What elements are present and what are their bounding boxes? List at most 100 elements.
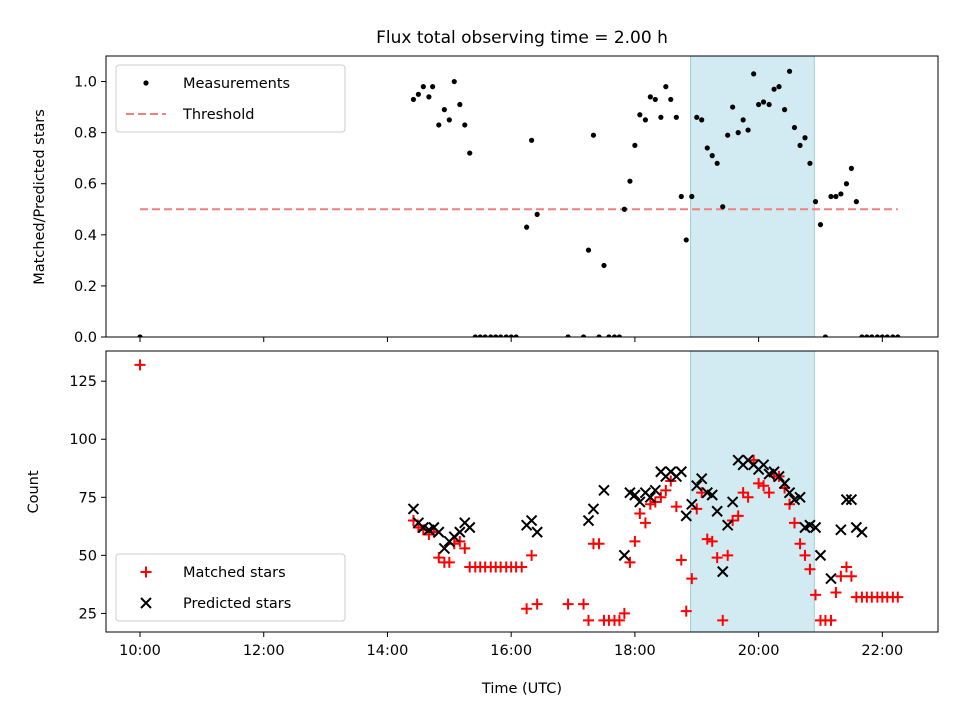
predicted-point (618, 549, 631, 562)
measurement-point (735, 130, 741, 136)
matched-point (459, 542, 471, 554)
predicted-point (464, 521, 476, 534)
measurement-point (503, 334, 509, 337)
predicted-point (438, 542, 451, 555)
matched-point (634, 508, 646, 520)
matched-point (629, 535, 641, 547)
measurement-point (467, 150, 473, 156)
measurement-point (895, 334, 901, 337)
y-tick-label: 1.0 (74, 75, 97, 91)
matched-point (516, 561, 528, 573)
measurement-point (498, 334, 504, 337)
measurement-point (430, 84, 436, 90)
predicted-point (629, 489, 641, 501)
measurement-point (786, 68, 793, 74)
measurement-point (534, 211, 540, 217)
predicted-point (711, 505, 723, 517)
x-tick-label: 14:00 (367, 643, 409, 659)
predicted-point (675, 466, 687, 478)
measurement-point (771, 86, 777, 92)
matched-point (433, 552, 445, 564)
measurement-point (477, 334, 483, 337)
matched-point (758, 480, 770, 492)
predicted-point (814, 549, 827, 562)
measurement-point (668, 96, 674, 103)
measurement-point (585, 247, 592, 253)
matched-point (670, 501, 682, 513)
measurement-point (756, 101, 762, 108)
measurement-point (590, 132, 597, 138)
matched-point (680, 605, 692, 617)
matched-point (578, 598, 590, 610)
measurement-point (879, 334, 885, 337)
measurement-point (652, 96, 658, 103)
measurement-point (513, 334, 519, 337)
measurement-point (714, 160, 720, 166)
legend: Matched stars Predicted stars (115, 553, 346, 622)
predicted-point (840, 493, 853, 506)
legend-marker-predicted (140, 597, 152, 609)
matched-point (794, 538, 806, 550)
matched-point (799, 549, 811, 561)
measurement-point (720, 204, 726, 210)
measurement-point (689, 193, 695, 200)
measurement-point (637, 112, 643, 118)
matched-point (134, 359, 146, 371)
measurement-point (596, 334, 602, 337)
measurement-point (632, 142, 638, 149)
x-tick-label: 18:00 (614, 643, 656, 659)
predicted-point (644, 491, 657, 504)
matched-point (835, 570, 847, 582)
predicted-point (721, 519, 734, 531)
x-tick-label: 20:00 (738, 643, 780, 659)
legend-label: Predicted stars (183, 596, 291, 612)
matched-point (562, 598, 574, 610)
matched-point (892, 591, 904, 603)
predicted-point (757, 459, 770, 471)
measurement-point (791, 124, 798, 131)
measurement-point (457, 101, 463, 108)
measurement-point (884, 334, 890, 337)
matched-point (810, 589, 822, 601)
predicted-point (686, 498, 698, 510)
predicted-point (433, 526, 445, 538)
measurement-point (874, 334, 880, 337)
y-tick-label: 75 (79, 490, 97, 506)
measurement-point (766, 101, 772, 108)
measurement-point (797, 142, 803, 149)
predicted-point (825, 572, 837, 585)
measurement-point (658, 114, 664, 120)
measurement-point (745, 127, 751, 133)
measurement-point (704, 145, 710, 151)
x-tick-label: 22:00 (861, 643, 903, 659)
matched-point (825, 614, 837, 626)
predicted-point (778, 477, 791, 490)
matched-point (717, 614, 729, 626)
panel-ratio: 0.0 0.2 0.4 0.6 0.8 1.0 Measurements Threshold (74, 55, 939, 346)
measurement-point (606, 334, 612, 337)
matched-point (675, 554, 687, 566)
measurement-point (776, 84, 782, 90)
legend-label: Threshold (182, 107, 254, 123)
y-tick-label: 0.2 (74, 279, 97, 295)
measurement-point (611, 334, 618, 337)
measurement-point (524, 224, 530, 230)
measurement-point (730, 104, 736, 110)
matched-point (722, 549, 734, 561)
matched-point (840, 561, 852, 573)
measurement-point (482, 334, 488, 337)
matched-point (526, 549, 538, 561)
y-tick-label: 25 (79, 606, 97, 622)
matched-point (845, 570, 857, 582)
measurement-point (828, 193, 834, 200)
measurement-point (694, 114, 700, 120)
predicted-point (794, 491, 806, 504)
measurement-point (415, 91, 421, 97)
measurement-point (420, 84, 426, 90)
plot-frame (105, 350, 939, 633)
x-tick-label: 12:00 (243, 643, 285, 659)
matched-point (531, 598, 543, 610)
matched-point (753, 477, 765, 489)
measurement-point (760, 99, 767, 105)
